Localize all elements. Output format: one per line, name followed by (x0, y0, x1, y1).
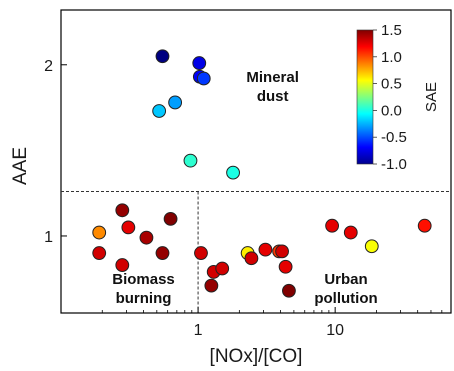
axis-ticks: 1 10 1 2 (44, 58, 452, 339)
data-point (194, 246, 208, 260)
data-point (121, 220, 136, 235)
region-label: Biomass burning (112, 271, 175, 307)
data-point (92, 225, 107, 240)
colorbar-tick-label: -1.0 (381, 156, 407, 173)
colorbar: SAE 1.5 1.0 0.5 0.0 -0.5 -1.0 (356, 22, 440, 173)
data-point (163, 211, 178, 226)
x-tick-label: 1 (194, 322, 203, 339)
data-point (226, 165, 240, 180)
colorbar-tick-label: -0.5 (381, 129, 407, 146)
data-point (215, 261, 230, 276)
data-point (275, 244, 289, 259)
data-point (282, 283, 296, 298)
data-point (183, 153, 198, 168)
data-point (155, 49, 170, 64)
region-label: Urban pollution (314, 271, 377, 307)
data-point (258, 242, 273, 257)
x-tick-label: 10 (326, 322, 344, 339)
data-point (152, 104, 167, 118)
data-point (204, 278, 219, 293)
colorbar-tick-label: 1.5 (381, 22, 402, 39)
data-points (92, 49, 432, 298)
x-axis-label: [NOx]/[CO] (210, 346, 303, 367)
data-point (196, 71, 211, 86)
data-point (139, 230, 154, 245)
data-point (343, 225, 358, 240)
data-point (325, 218, 340, 233)
data-point (192, 56, 207, 70)
data-point (278, 259, 293, 274)
colorbar-title: SAE (423, 82, 440, 112)
colorbar-tick-label: 0.0 (381, 102, 402, 119)
y-axis-label: AAE (10, 147, 31, 185)
data-point (92, 246, 107, 260)
colorbar-tick-label: 1.0 (381, 49, 402, 66)
colorbar-gradient (356, 29, 374, 165)
data-point (168, 95, 183, 110)
region-label: Mineral dust (246, 69, 299, 105)
colorbar-tick-label: 0.5 (381, 76, 402, 93)
data-point (115, 203, 130, 218)
data-point (115, 258, 130, 272)
data-point (417, 218, 432, 233)
region-labels: Mineral dust Biomass burning Urban pollution (112, 69, 377, 307)
data-point (364, 239, 379, 254)
y-tick-label: 1 (44, 229, 53, 246)
data-point (244, 251, 259, 266)
y-tick-label: 2 (44, 58, 53, 75)
data-point (155, 246, 170, 260)
plot-frame (60, 9, 452, 314)
